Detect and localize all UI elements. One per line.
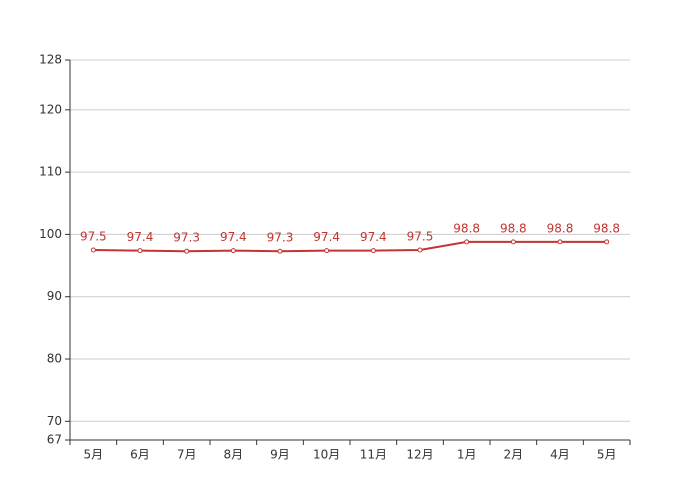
data-label: 98.8 xyxy=(547,221,574,235)
x-tick-label: 5月 xyxy=(597,448,617,462)
point xyxy=(557,239,563,245)
point xyxy=(90,247,96,253)
data-label: 97.4 xyxy=(127,230,154,244)
x-tick-label: 10月 xyxy=(313,448,340,462)
y-tick-label: 90 xyxy=(47,289,62,303)
point xyxy=(324,248,330,254)
data-label: 98.8 xyxy=(500,221,527,235)
x-tick-label: 7月 xyxy=(177,448,197,462)
y-tick-label: 120 xyxy=(39,102,62,116)
data-label: 98.8 xyxy=(593,221,620,235)
point xyxy=(604,239,610,245)
data-label: 97.5 xyxy=(80,230,107,244)
y-tick-label: 67 xyxy=(47,433,62,447)
point xyxy=(510,239,516,245)
series-line xyxy=(93,240,607,253)
x-tick-label: 1月 xyxy=(457,448,477,462)
point xyxy=(277,248,283,254)
x-tick-label: 5月 xyxy=(84,448,104,462)
data-label: 97.4 xyxy=(360,230,387,244)
data-label: 97.3 xyxy=(267,231,294,245)
point xyxy=(417,247,423,253)
y-tick-label: 128 xyxy=(39,53,62,67)
x-tick-label: 4月 xyxy=(550,448,570,462)
x-tick-label: 6月 xyxy=(130,448,150,462)
y-tick-label: 100 xyxy=(39,227,62,241)
point xyxy=(230,248,236,254)
x-tick-label: 9月 xyxy=(270,448,290,462)
point xyxy=(464,239,470,245)
data-label: 97.3 xyxy=(173,231,200,245)
x-tick-label: 2月 xyxy=(504,448,524,462)
data-label: 97.4 xyxy=(220,230,247,244)
x-tick-label: 8月 xyxy=(224,448,244,462)
data-label: 98.8 xyxy=(453,221,480,235)
y-tick-label: 70 xyxy=(47,414,62,428)
data-label: 97.4 xyxy=(313,230,340,244)
y-tick-label: 80 xyxy=(47,352,62,366)
y-tick-label: 110 xyxy=(39,165,62,179)
x-tick-label: 12月 xyxy=(406,448,433,462)
data-label: 97.5 xyxy=(407,230,434,244)
point xyxy=(184,248,190,254)
point xyxy=(370,248,376,254)
x-tick-label: 11月 xyxy=(360,448,387,462)
point xyxy=(137,248,143,254)
